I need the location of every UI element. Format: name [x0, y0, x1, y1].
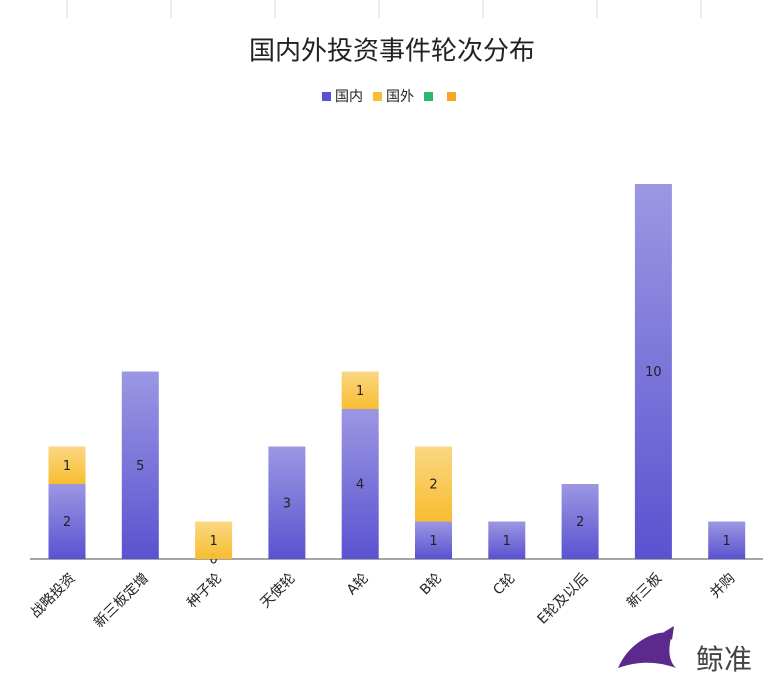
data-label: 1: [209, 534, 217, 549]
legend-swatch: [447, 92, 456, 101]
bar-segment: [121, 371, 159, 559]
data-label: 1: [356, 384, 364, 399]
bar-segment: [488, 521, 526, 559]
x-tick-label: 新三板: [624, 570, 665, 611]
bar-segment: [341, 371, 379, 409]
bar-segment: [341, 409, 379, 559]
bar-segment: [561, 484, 599, 559]
bar-segment: [48, 484, 86, 559]
x-tick-label: A轮: [344, 570, 372, 598]
x-tick-label: 并购: [707, 570, 738, 601]
x-tick-label: B轮: [417, 570, 445, 598]
bar-segment: [708, 521, 746, 559]
data-label: 2: [429, 478, 437, 493]
data-label: 0: [209, 553, 217, 568]
data-label: 4: [356, 478, 364, 493]
x-tick-label: 种子轮: [184, 570, 225, 611]
data-label: 2: [576, 515, 584, 530]
frame-ticks: [66, 0, 702, 18]
bar-segment: [268, 446, 306, 559]
x-tick-label: E轮及以后: [535, 570, 592, 627]
data-label: 3: [283, 496, 291, 511]
x-tick-label: C轮: [490, 570, 518, 598]
data-label: 1: [503, 534, 511, 549]
bar-segment: [634, 184, 672, 559]
legend-swatch: [373, 92, 382, 101]
legend-swatch: [322, 92, 331, 101]
x-tick-label: 天使轮: [257, 570, 299, 612]
legend-label: 国外: [386, 89, 414, 105]
watermark: 鲸准: [696, 643, 752, 676]
data-label: 10: [645, 365, 662, 380]
bar-segment: [415, 446, 452, 522]
legend-swatch: [424, 92, 433, 101]
x-tick-label: 新三板定增: [91, 570, 152, 631]
chart-title: 国内外投资事件轮次分布: [249, 37, 535, 67]
data-label: 1: [429, 534, 437, 549]
legend-label: 国内: [335, 89, 363, 105]
bar-segment: [195, 521, 233, 559]
bar-segment: [48, 446, 86, 484]
bar-segment: [415, 521, 452, 559]
data-label: 1: [723, 534, 731, 549]
data-label: 5: [136, 459, 144, 474]
data-label: 1: [63, 459, 71, 474]
data-label: 2: [63, 515, 71, 530]
watermark-logo: [618, 626, 676, 668]
x-tick-label: 战略投资: [28, 570, 79, 621]
